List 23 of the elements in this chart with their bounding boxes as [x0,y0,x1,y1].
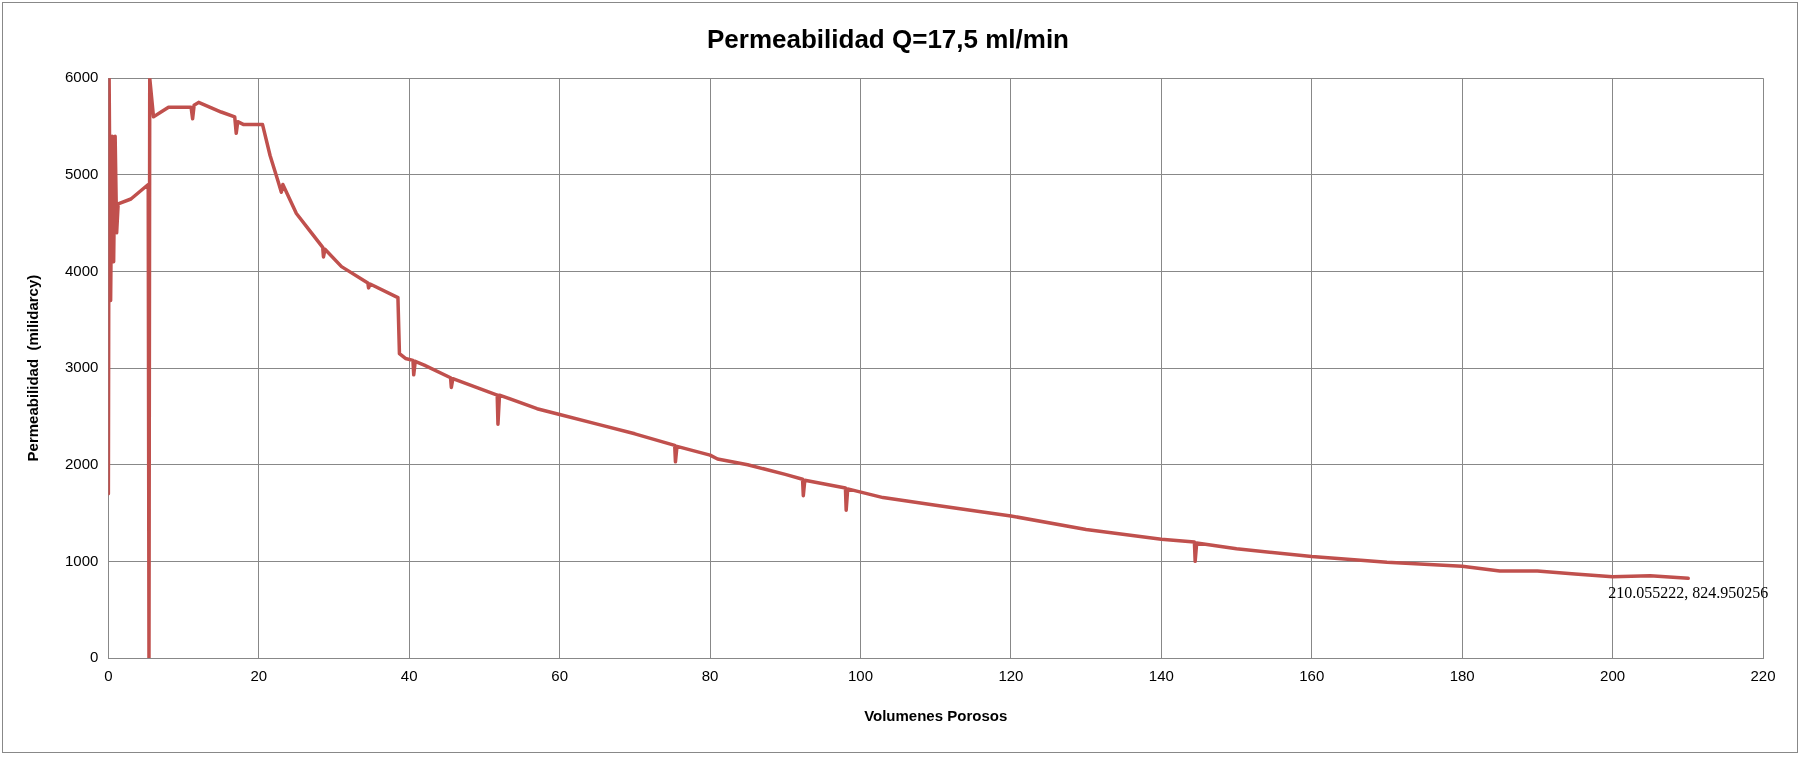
annotation: 210.055222, 824.950256 [1608,584,1769,602]
x-tick-label: 140 [1148,667,1174,685]
x-axis-title: Volumenes Porosos [864,707,1008,725]
y-axis-title: Permeabilidad (milidarcy) [24,274,42,462]
x-tick-label: 200 [1600,667,1626,685]
x-tick-label: 80 [701,667,719,685]
y-tick-label: 6000 [64,68,99,86]
y-tick-label: 0 [90,648,99,666]
y-tick-label: 5000 [64,164,99,182]
x-tick-label: 40 [400,667,418,685]
y-tick-label: 1000 [64,551,99,569]
y-tick-label: 4000 [64,261,99,279]
chart-title: Permeabilidad Q=17,5 ml/min [707,23,1069,54]
x-tick-label: 0 [104,667,113,685]
x-tick-label: 20 [250,667,268,685]
x-tick-label: 60 [551,667,568,685]
y-tick-label: 2000 [64,454,99,472]
x-tick-label: 120 [998,667,1024,685]
x-tick-label: 100 [847,667,873,685]
x-tick-label: 160 [1299,667,1325,685]
x-tick-label: 180 [1449,667,1475,685]
x-tick-label: 220 [1750,667,1776,685]
y-tick-label: 3000 [64,358,99,376]
